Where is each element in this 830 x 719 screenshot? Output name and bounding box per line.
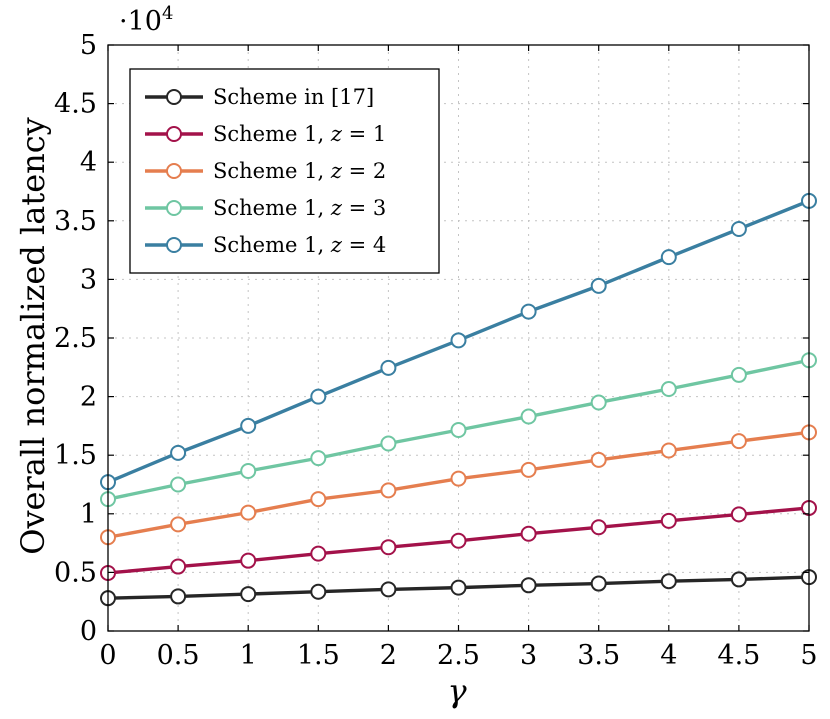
x-tick-label: 2.5: [437, 640, 480, 671]
data-point: [380, 539, 397, 556]
y-tick-label: 4.5: [54, 89, 97, 120]
y-tick-label: 2: [80, 382, 97, 413]
data-point: [450, 332, 467, 349]
data-point: [450, 579, 467, 596]
legend-marker: [166, 200, 182, 216]
legend-label: Scheme 1, z = 1: [213, 122, 386, 146]
data-point: [450, 470, 467, 487]
y-tick-label: 3: [80, 264, 97, 295]
series-1: [100, 569, 817, 607]
y-tick-label: 2.5: [54, 323, 97, 354]
x-tick-label: 0.5: [157, 640, 200, 671]
x-tick-label: 0: [99, 640, 116, 671]
y-axis-title: Overall normalized latency: [14, 117, 52, 555]
legend-label: Scheme in [17]: [213, 85, 374, 109]
series-5: [100, 192, 817, 491]
x-axis-title: γ: [447, 672, 467, 710]
legend-item: Scheme 1, z = 1: [145, 122, 386, 146]
y-tick-label: 1.5: [54, 440, 97, 471]
data-point: [520, 303, 537, 320]
legend-label: Scheme 1, z = 3: [213, 196, 386, 220]
data-point: [170, 516, 187, 533]
data-point: [520, 525, 537, 542]
data-point: [590, 519, 607, 536]
data-point: [590, 451, 607, 468]
series-layer: [100, 192, 817, 607]
data-point: [590, 277, 607, 294]
legend: Scheme in [17] Scheme 1, z = 1 Scheme 1, z…: [129, 68, 440, 274]
data-point: [310, 545, 327, 562]
series-3: [100, 424, 817, 546]
x-tick-label: 1.5: [297, 640, 340, 671]
data-point: [730, 366, 747, 383]
x-tick-label: 5: [800, 640, 817, 671]
legend-item: Scheme 1, z = 4: [145, 233, 386, 257]
data-point: [590, 575, 607, 592]
y-tick-label: 4: [80, 147, 97, 178]
data-point: [660, 573, 677, 590]
data-point: [730, 221, 747, 238]
legend-item: Scheme 1, z = 2: [145, 159, 386, 183]
data-point: [240, 463, 257, 480]
legend-marker: [166, 126, 182, 142]
data-point: [310, 583, 327, 600]
x-tick-label: 4.5: [717, 640, 760, 671]
x-tick-label: 4: [660, 640, 677, 671]
data-point: [240, 504, 257, 521]
data-point: [240, 552, 257, 569]
data-point: [240, 417, 257, 434]
data-point: [380, 359, 397, 376]
data-point: [660, 512, 677, 529]
legend-marker: [166, 89, 182, 105]
data-point: [520, 577, 537, 594]
data-point: [450, 532, 467, 549]
data-point: [170, 444, 187, 461]
y-tick-label: 5: [80, 30, 97, 61]
x-tick-label: 2: [380, 640, 397, 671]
data-point: [450, 422, 467, 439]
x-tick-label: 3.5: [577, 640, 620, 671]
data-point: [170, 558, 187, 575]
data-point: [380, 581, 397, 598]
y-tick-label: 0: [80, 616, 97, 647]
data-point: [170, 588, 187, 605]
y-tick-label: 1: [80, 499, 97, 530]
data-point: [310, 388, 327, 405]
data-point: [730, 506, 747, 523]
y-tick-label: 0.5: [54, 557, 97, 588]
legend-marker: [166, 163, 182, 179]
data-point: [660, 380, 677, 397]
y-tick-label: 3.5: [54, 206, 97, 237]
legend-item: Scheme 1, z = 3: [145, 196, 386, 220]
data-point: [170, 476, 187, 493]
data-point: [380, 435, 397, 452]
legend-label: Scheme 1, z = 4: [213, 233, 386, 257]
axis-ticks: 0 0.5 1 1.5 2 2.5 3 3.5 4 4.5 5 0 0.5 1 1.5 2 2.5 3 3.5 4 4.…: [54, 30, 818, 671]
data-point: [520, 461, 537, 478]
legend-marker: [166, 237, 182, 253]
data-point: [310, 491, 327, 508]
y-axis-scale-label: ·104: [119, 3, 173, 37]
data-point: [590, 394, 607, 411]
legend-label: Scheme 1, z = 2: [213, 159, 386, 183]
data-point: [730, 571, 747, 588]
series-2: [100, 499, 817, 581]
data-point: [660, 249, 677, 266]
data-point: [660, 442, 677, 459]
x-tick-label: 3: [520, 640, 537, 671]
data-point: [240, 586, 257, 603]
x-tick-label: 1: [240, 640, 257, 671]
data-point: [520, 408, 537, 425]
data-point: [380, 482, 397, 499]
data-point: [310, 450, 327, 467]
data-point: [730, 433, 747, 450]
legend-item: Scheme in [17]: [145, 85, 374, 109]
